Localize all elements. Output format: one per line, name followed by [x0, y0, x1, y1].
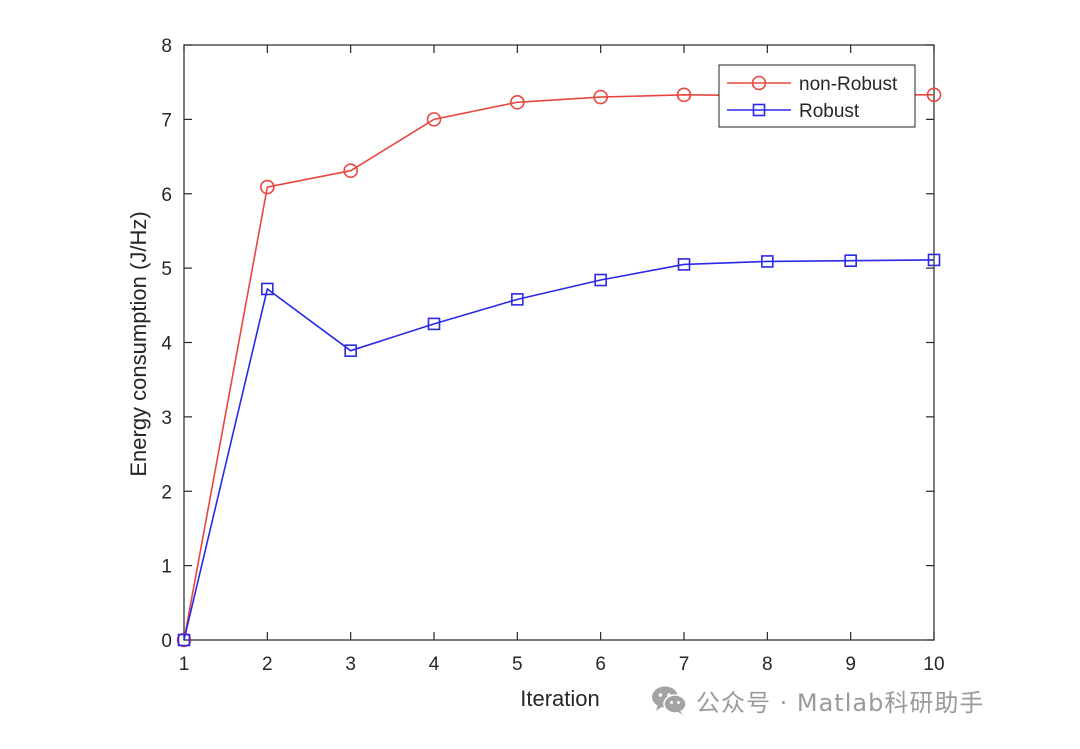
x-tick-label: 2: [262, 654, 273, 675]
data-point: [676, 87, 692, 103]
x-tick-label: 1: [179, 654, 190, 675]
data-point: [260, 179, 275, 195]
data-point: [261, 282, 274, 296]
series-line: [183, 94, 934, 641]
y-tick-label: 0: [161, 631, 172, 652]
data-point: [926, 87, 942, 103]
legend-label: non-Robust: [799, 74, 898, 95]
data-point: [427, 317, 441, 331]
data-point: [927, 253, 941, 267]
plot-frame: [183, 44, 935, 641]
series-non-robust: [176, 87, 942, 648]
legend-marker: [752, 103, 766, 117]
legend-label: Robust: [799, 101, 860, 122]
data-point: [426, 112, 442, 127]
x-tick-label: 10: [923, 654, 944, 675]
x-axis-label: Iteration: [520, 686, 600, 711]
x-tick-label: 6: [595, 654, 606, 675]
x-tick-label: 7: [679, 654, 690, 675]
data-point: [844, 254, 857, 267]
legend-marker: [751, 75, 767, 91]
watermark-text: 公众号 · Matlab科研助手: [696, 688, 985, 717]
data-point: [344, 344, 357, 357]
x-tick-label: 8: [762, 654, 773, 675]
data-point: [176, 632, 192, 648]
data-point: [761, 255, 774, 268]
data-point: [510, 94, 525, 110]
y-axis-label: Energy consumption (J/Hz): [126, 211, 151, 476]
data-point: [177, 633, 191, 647]
watermark: 公众号 · Matlab科研助手: [650, 680, 984, 720]
x-tick-label: 9: [845, 654, 856, 675]
y-tick-label: 8: [161, 36, 172, 57]
legend: non-Robust Robust: [718, 64, 916, 128]
series-layer: [176, 87, 942, 648]
wechat-icon: [652, 686, 687, 715]
data-point: [343, 163, 358, 178]
x-tick-label: 3: [345, 654, 356, 675]
y-tick-label: 1: [161, 557, 172, 578]
data-point: [594, 273, 607, 287]
x-tick-label: 4: [429, 654, 440, 675]
series-line: [183, 259, 935, 641]
y-tick-label: 7: [161, 110, 172, 131]
series-robust: [177, 253, 941, 647]
data-point: [677, 258, 691, 271]
legend-box: [718, 64, 916, 128]
y-tick-label: 3: [161, 408, 172, 429]
y-tick-label: 5: [161, 259, 172, 280]
y-tick-label: 4: [161, 334, 172, 355]
y-tick-label: 6: [161, 185, 172, 206]
y-tick-label: 2: [161, 482, 172, 503]
data-point: [511, 293, 524, 306]
x-tick-label: 5: [512, 654, 523, 675]
data-point: [593, 89, 608, 105]
